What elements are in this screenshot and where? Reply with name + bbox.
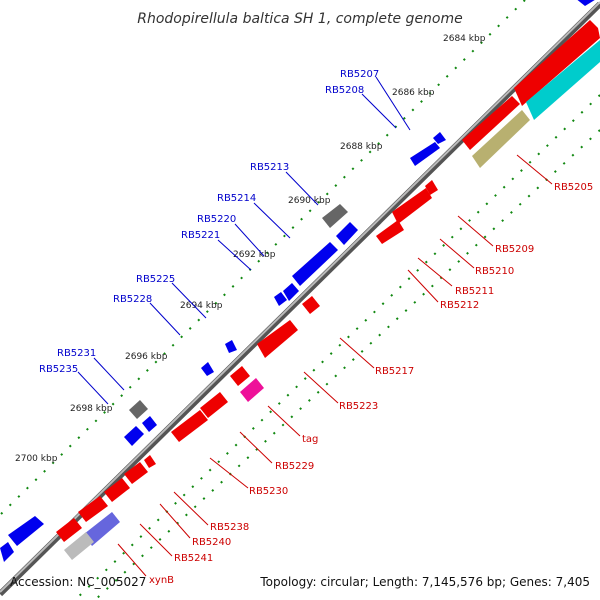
gene-label[interactable]: RB5209 [495, 244, 534, 255]
outer-labels: RB5207 RB5208 RB5213 RB5214 RB5220 RB522… [39, 69, 379, 375]
gene-box[interactable] [84, 512, 120, 546]
kbp-label: 2684 kbp [443, 34, 486, 44]
gene-label[interactable]: RB5217 [375, 366, 414, 377]
topology-summary: Topology: circular; Length: 7,145,576 bp… [259, 575, 590, 589]
kbp-label: 2698 kbp [70, 404, 113, 414]
gene-label[interactable]: RB5213 [250, 162, 289, 173]
gene-arrow[interactable] [514, 20, 600, 106]
gene-label[interactable]: RB5229 [275, 461, 314, 472]
inner-tick-ring-2 [94, 129, 600, 600]
gene-arrow[interactable] [425, 180, 438, 195]
gene-label[interactable]: RB5205 [554, 182, 593, 193]
gene-arrow[interactable] [433, 132, 446, 144]
gene-arrow[interactable] [410, 142, 440, 166]
gene-label[interactable]: RB5221 [181, 230, 220, 241]
gene-arrow[interactable] [0, 542, 14, 562]
gene-box[interactable] [472, 110, 530, 168]
gene-label[interactable]: RB5212 [440, 300, 479, 311]
gene-arrow[interactable] [124, 426, 144, 446]
gene-label[interactable]: RB5214 [217, 193, 256, 204]
pseudo-gene[interactable] [322, 204, 348, 228]
rna-gene[interactable] [240, 378, 264, 402]
gene-label[interactable]: RB5208 [325, 85, 364, 96]
outer-tick-ring [0, 0, 526, 516]
gene-arrow[interactable] [201, 362, 214, 376]
gene-label[interactable]: xynB [149, 575, 174, 586]
pseudo-gene[interactable] [129, 400, 148, 419]
gene-label[interactable]: RB5220 [197, 214, 236, 225]
gene-label[interactable]: RB5241 [174, 553, 213, 564]
gene-label[interactable]: RB5240 [192, 537, 231, 548]
gene-box[interactable] [64, 532, 94, 560]
gene-arrow[interactable] [200, 392, 228, 418]
gene-arrow[interactable] [575, 0, 598, 6]
gene-arrow[interactable] [8, 516, 44, 546]
inner-tick-ring [74, 94, 600, 600]
forward-genes [0, 0, 598, 562]
gene-arrow[interactable] [104, 478, 130, 502]
gene-arrow[interactable] [225, 340, 237, 353]
gene-arrow[interactable] [376, 220, 404, 244]
kbp-label: 2692 kbp [233, 250, 276, 260]
gene-arrow[interactable] [171, 410, 208, 442]
gene-arrow[interactable] [292, 242, 338, 286]
gene-arrow[interactable] [144, 455, 156, 468]
gene-arrow[interactable] [392, 188, 432, 224]
accession-text: Accession: NC_005027 [10, 575, 146, 589]
gene-arrow[interactable] [56, 518, 82, 542]
gene-label[interactable]: RB5235 [39, 364, 78, 375]
gene-label[interactable]: RB5207 [340, 69, 379, 80]
kbp-label: 2688 kbp [340, 142, 383, 152]
gene-arrow[interactable] [142, 416, 157, 432]
gene-arrow[interactable] [462, 96, 520, 150]
gene-label[interactable]: RB5225 [136, 274, 175, 285]
outer-leaders [77, 76, 411, 405]
gene-arrow[interactable] [124, 462, 148, 484]
gene-label[interactable]: RB5211 [455, 286, 494, 297]
gene-arrow[interactable] [257, 320, 298, 358]
inner-leaders [117, 154, 553, 577]
gene-label[interactable]: RB5228 [113, 294, 152, 305]
gene-arrow[interactable] [230, 366, 250, 386]
gene-arrow[interactable] [274, 292, 287, 306]
kbp-label: 2686 kbp [392, 88, 435, 98]
gene-arrow[interactable] [302, 296, 320, 314]
gene-label[interactable]: RB5210 [475, 266, 514, 277]
kbp-label: 2690 kbp [288, 196, 331, 206]
kbp-label: 2694 kbp [180, 301, 223, 311]
gene-label[interactable]: RB5238 [210, 522, 249, 533]
gene-label[interactable]: RB5230 [249, 486, 288, 497]
gene-label[interactable]: tag [302, 434, 318, 445]
gene-box[interactable] [526, 40, 600, 120]
kbp-label: 2700 kbp [15, 454, 58, 464]
map-title: Rhodopirellula baltica SH 1, complete ge… [137, 11, 463, 27]
reverse-genes [56, 20, 600, 560]
inner-labels: RB5205 RB5209 RB5210 RB5211 RB5212 RB521… [149, 182, 593, 586]
gene-arrow[interactable] [78, 496, 108, 522]
gene-arrow[interactable] [336, 222, 358, 245]
kbp-label: 2696 kbp [125, 352, 168, 362]
gene-arrow[interactable] [283, 283, 299, 301]
gene-label[interactable]: RB5231 [57, 348, 96, 359]
gene-label[interactable]: RB5223 [339, 401, 378, 412]
